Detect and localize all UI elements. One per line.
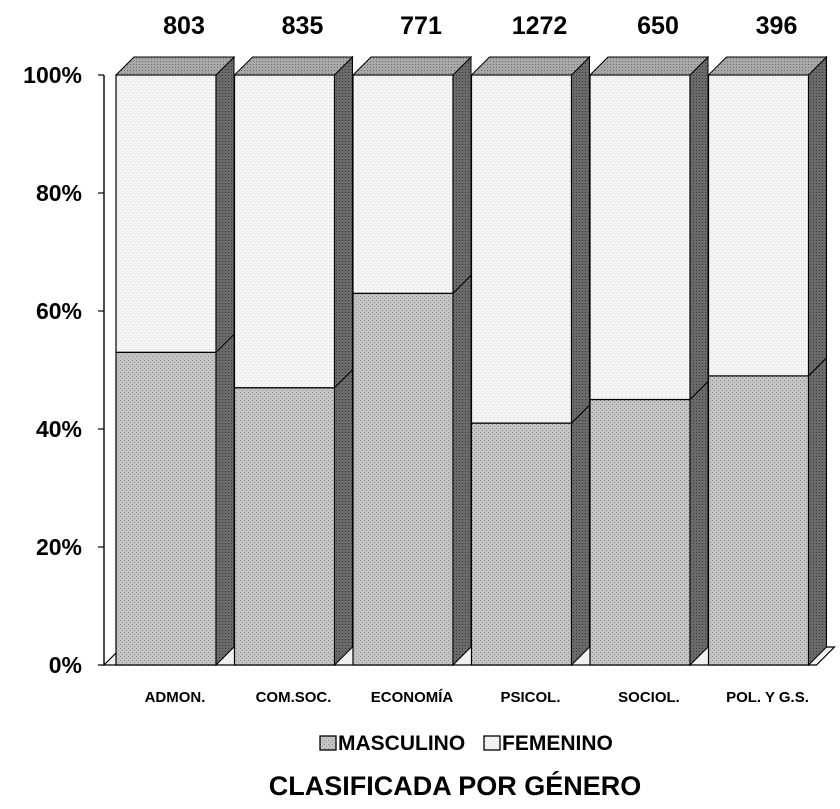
category-label: POL. Y G.S. — [726, 689, 809, 706]
bar-masculino — [470, 422, 573, 666]
bar-side-masculino — [571, 403, 590, 667]
legend-swatch-masculino — [319, 735, 337, 751]
category-label: COM.SOC. — [256, 689, 332, 706]
legend-label-femenino: FEMENINO — [502, 732, 613, 755]
bars-group — [114, 55, 828, 667]
bar-top — [470, 56, 591, 76]
bar-side-masculino — [334, 368, 353, 667]
category-total-label: 803 — [163, 12, 205, 40]
bar-side-masculino — [215, 333, 235, 667]
bar-side-femenino — [571, 55, 590, 425]
category-label: ADMON. — [145, 689, 206, 706]
bar-top — [707, 56, 828, 76]
bar-femenino — [470, 74, 573, 424]
x-axis-category-labels: ADMON. COM.SOC. ECONOMÍA PSICOL. SOCIOL. POL.… — [145, 689, 809, 706]
category-label: SOCIOL. — [618, 689, 680, 706]
bar-top — [114, 56, 236, 76]
y-tick-label: 60% — [36, 298, 82, 324]
y-tick-label: 0% — [49, 652, 82, 678]
bar-side-femenino — [215, 55, 235, 354]
category-totals: 803 835 771 1272 650 396 — [163, 12, 797, 40]
bar-side-masculino — [452, 274, 472, 667]
bar-femenino — [707, 74, 810, 377]
category-total-label: 835 — [282, 12, 324, 40]
y-tick-label: 100% — [23, 62, 82, 88]
category-total-label: 1272 — [512, 12, 568, 40]
category-label: PSICOL. — [500, 689, 560, 706]
bar-top — [588, 56, 710, 76]
bar-side-femenino — [452, 55, 472, 295]
category-label: ECONOMÍA — [371, 689, 454, 706]
bar-side-femenino — [689, 55, 709, 401]
legend: MASCULINO FEMENINO — [319, 732, 613, 755]
bar-femenino — [233, 74, 336, 389]
bar-side-femenino — [808, 55, 827, 378]
bar-masculino — [115, 351, 217, 666]
bar-masculino — [589, 398, 691, 666]
bar-side-femenino — [334, 55, 353, 389]
y-tick-label: 80% — [36, 180, 82, 206]
bar-masculino — [707, 375, 810, 666]
category-total-label: 396 — [756, 12, 798, 40]
bar-masculino — [352, 292, 454, 666]
category-total-label: 650 — [637, 12, 679, 40]
category-total-label: 771 — [400, 12, 442, 40]
bar-masculino — [233, 387, 336, 666]
y-tick-label: 20% — [36, 534, 82, 560]
y-tick-label: 40% — [36, 416, 82, 442]
legend-swatch-femenino — [483, 735, 501, 751]
bar-side-masculino — [689, 380, 709, 667]
legend-label-masculino: MASCULINO — [338, 732, 465, 755]
chart-title: CLASIFICADA POR GÉNERO — [269, 770, 642, 801]
bar-top — [351, 56, 473, 76]
bar-side-masculino — [808, 356, 827, 667]
bar-femenino — [115, 74, 217, 353]
bar-femenino — [589, 74, 691, 401]
y-axis: 0% 20% 40% 60% 80% 100% — [23, 62, 105, 678]
bar-femenino — [352, 74, 454, 294]
bar-top — [233, 56, 354, 76]
